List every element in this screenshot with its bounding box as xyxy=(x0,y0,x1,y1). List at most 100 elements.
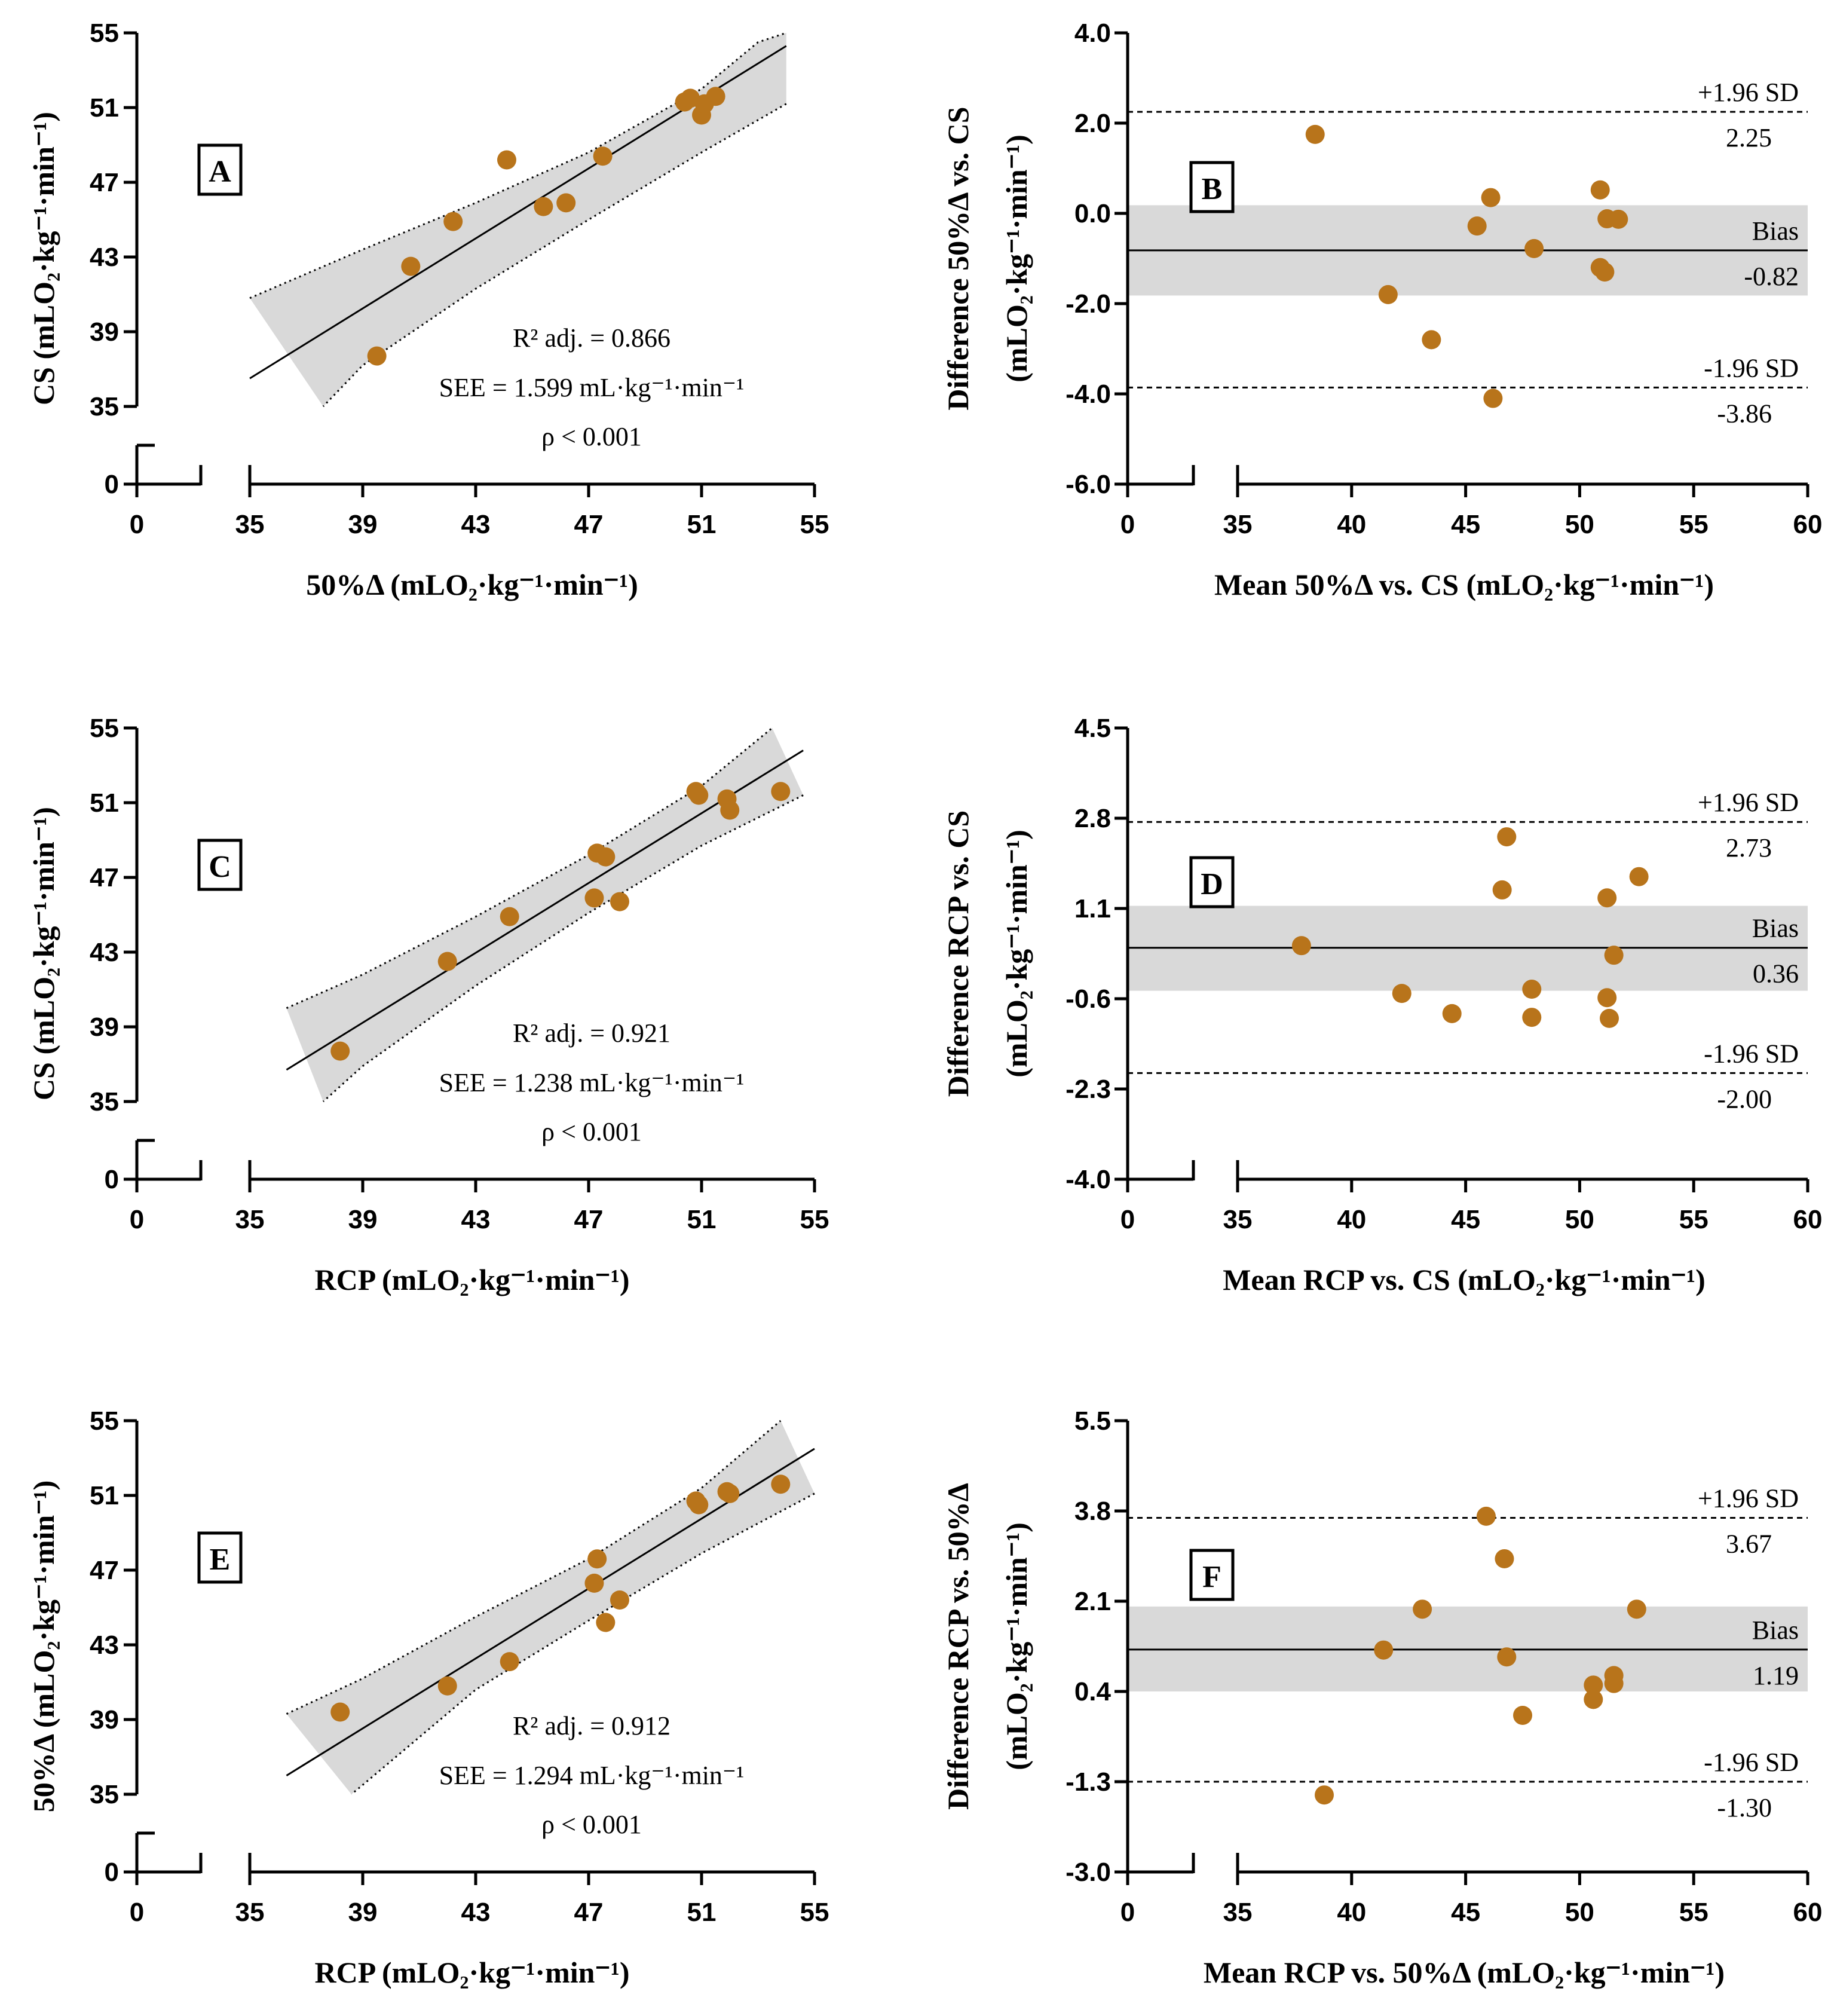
y-tick-label: 43 xyxy=(90,243,119,272)
lower-loa-label: -1.96 SD xyxy=(1704,1039,1799,1068)
data-point xyxy=(367,346,387,366)
y-tick-label: -4.0 xyxy=(1066,380,1111,409)
panel-f: -3.0 -1.3 0.4 2.1 3.8 5.5 0 35 40 45 50 55 60 +1.96 S… xyxy=(941,1406,1822,1989)
lower-loa-value: -1.30 xyxy=(1717,1793,1772,1822)
y-tick-label: 0 xyxy=(105,1858,119,1887)
y-axis-label: CS (mLO₂·kg⁻¹·min⁻¹) xyxy=(27,112,60,405)
y-tick-label: 4.0 xyxy=(1074,19,1111,48)
panel-a: 0 35 39 43 47 51 55 0 35 39 43 47 51 55 A R² adj. = 0.8… xyxy=(27,19,829,601)
band-upper-line xyxy=(286,727,773,1009)
y-tick-label: 0.0 xyxy=(1074,199,1111,228)
x-tick-label: 35 xyxy=(235,510,265,539)
y-tick-label: 47 xyxy=(90,863,119,892)
panel-label: B xyxy=(1202,172,1223,206)
stat-r2: R² adj. = 0.912 xyxy=(513,1711,670,1740)
y-tick-label: 39 xyxy=(90,317,119,347)
panel-label: E xyxy=(210,1543,231,1577)
y-axis-label: Difference 50%Δ vs. CS xyxy=(941,106,975,410)
stat-r2: R² adj. = 0.866 xyxy=(513,323,670,353)
data-point xyxy=(1483,388,1503,408)
x-tick-label: 43 xyxy=(461,1205,491,1234)
data-point xyxy=(330,1041,350,1061)
y-tick-label: -2.0 xyxy=(1066,289,1111,319)
data-point xyxy=(610,892,629,911)
data-point xyxy=(1497,827,1517,847)
data-point xyxy=(1413,1599,1432,1619)
bias-value: 0.36 xyxy=(1753,959,1799,989)
panel-label-box xyxy=(1189,1549,1235,1601)
x-tick-label: 40 xyxy=(1337,1205,1366,1234)
x-tick-label: 43 xyxy=(461,510,491,539)
stat-r2: R² adj. = 0.921 xyxy=(513,1018,670,1048)
data-point xyxy=(1481,188,1501,207)
y-tick-label: 55 xyxy=(90,1406,119,1436)
x-tick-label: 55 xyxy=(1679,1205,1709,1234)
data-point xyxy=(1627,1599,1646,1619)
band-lower-line xyxy=(322,794,804,1103)
confidence-band xyxy=(286,1421,815,1794)
data-point xyxy=(1584,1690,1603,1709)
data-point xyxy=(593,146,613,166)
y-tick-label: 47 xyxy=(90,1556,119,1585)
lower-loa-value: -3.86 xyxy=(1717,399,1772,428)
y-axis-label: CS (mLO₂·kg⁻¹·min⁻¹) xyxy=(27,807,60,1100)
band-upper-line xyxy=(286,1420,782,1715)
panel-b: -6.0 -4.0 -2.0 0.0 2.0 4.0 0 35 40 45 50 55 60 +1.96 … xyxy=(941,19,1822,601)
y-axis-label-units: (mLO₂·kg⁻¹·min⁻¹) xyxy=(1000,1522,1033,1770)
upper-loa-value: 2.73 xyxy=(1726,833,1772,862)
lower-loa-label: -1.96 SD xyxy=(1704,1748,1799,1777)
x-tick-label: 55 xyxy=(800,1898,829,1927)
band-upper-line xyxy=(249,32,787,299)
y-tick-label: 2.0 xyxy=(1074,109,1111,138)
data-point xyxy=(1522,1008,1542,1027)
data-point xyxy=(1497,1647,1517,1667)
x-axis-label: RCP (mLO₂·kg⁻¹·min⁻¹) xyxy=(315,1263,630,1296)
x-tick-label: 47 xyxy=(574,510,604,539)
data-point xyxy=(443,212,463,231)
y-tick-label: 2.1 xyxy=(1074,1587,1111,1616)
data-point xyxy=(1315,1785,1334,1805)
x-tick-label: 51 xyxy=(687,1205,717,1234)
x-tick-label: 39 xyxy=(348,1205,378,1234)
data-point xyxy=(689,785,709,805)
y-tick-label: 0 xyxy=(105,470,119,499)
y-tick-label: -3.0 xyxy=(1066,1858,1111,1887)
data-point xyxy=(500,907,519,926)
x-tick-label: 35 xyxy=(1223,1898,1253,1927)
y-tick-label: 39 xyxy=(90,1705,119,1734)
stat-see: SEE = 1.294 mL·kg⁻¹·min⁻¹ xyxy=(439,1761,745,1790)
data-point xyxy=(706,87,725,106)
y-axis-label-units: (mLO₂·kg⁻¹·min⁻¹) xyxy=(1000,830,1033,1077)
data-point xyxy=(720,800,740,820)
x-tick-label: 47 xyxy=(574,1205,604,1234)
lower-loa-value: -2.00 xyxy=(1717,1084,1772,1113)
upper-loa-label: +1.96 SD xyxy=(1698,78,1799,107)
x-tick-label: 60 xyxy=(1793,1205,1823,1234)
data-point xyxy=(1604,1666,1624,1685)
band-lower-line xyxy=(351,1492,815,1795)
data-point xyxy=(1495,1549,1514,1568)
bias-value: 1.19 xyxy=(1753,1661,1799,1690)
data-point xyxy=(1597,888,1617,908)
x-tick-label: 0 xyxy=(1120,1205,1135,1234)
y-tick-label: 55 xyxy=(90,19,119,48)
data-point xyxy=(1442,1004,1462,1023)
stat-see: SEE = 1.599 mL·kg⁻¹·min⁻¹ xyxy=(439,373,745,402)
bias-label: Bias xyxy=(1752,216,1799,246)
panel-e: 0 35 39 43 47 51 55 0 35 39 43 47 51 55 E R² adj. = 0.9… xyxy=(27,1406,829,1989)
data-point xyxy=(1467,216,1487,236)
regression-line xyxy=(286,750,804,1071)
x-tick-label: 47 xyxy=(574,1898,604,1927)
x-tick-label: 0 xyxy=(130,510,144,539)
band-lower-line xyxy=(322,103,787,408)
y-tick-label: 2.8 xyxy=(1074,804,1111,833)
data-point xyxy=(1629,867,1649,886)
data-point xyxy=(1291,936,1311,956)
x-tick-label: 35 xyxy=(1223,510,1253,539)
y-tick-label: 43 xyxy=(90,1630,119,1660)
x-tick-label: 0 xyxy=(130,1205,144,1234)
x-tick-label: 60 xyxy=(1793,510,1823,539)
data-point xyxy=(437,1676,457,1696)
y-tick-label: 35 xyxy=(90,392,119,421)
